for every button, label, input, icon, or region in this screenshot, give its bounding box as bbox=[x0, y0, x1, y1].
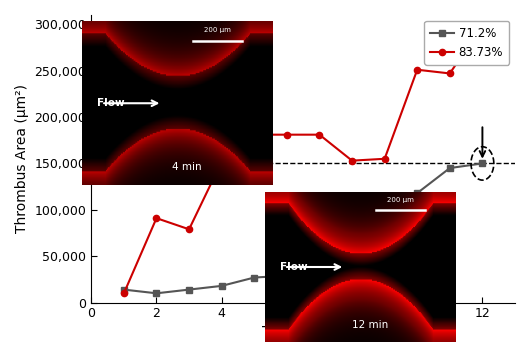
83.73% bbox=[316, 132, 323, 137]
83.73% bbox=[447, 71, 453, 75]
71.2% bbox=[251, 276, 258, 280]
X-axis label: Time (min): Time (min) bbox=[262, 326, 344, 341]
71.2% bbox=[153, 291, 160, 295]
Text: Flow: Flow bbox=[98, 98, 125, 108]
83.73% bbox=[349, 158, 355, 163]
71.2% bbox=[121, 287, 127, 292]
83.73% bbox=[251, 132, 258, 137]
83.73% bbox=[414, 68, 420, 72]
83.73% bbox=[153, 216, 160, 220]
71.2% bbox=[218, 284, 225, 288]
83.73% bbox=[121, 291, 127, 295]
Line: 71.2%: 71.2% bbox=[121, 160, 485, 297]
71.2% bbox=[284, 273, 290, 278]
83.73% bbox=[479, 23, 485, 27]
Text: Flow: Flow bbox=[280, 262, 308, 272]
Y-axis label: Thrombus Area (μm²): Thrombus Area (μm²) bbox=[15, 84, 29, 233]
Text: 4 min: 4 min bbox=[172, 162, 202, 172]
83.73% bbox=[382, 157, 388, 161]
71.2% bbox=[349, 271, 355, 275]
Legend: 71.2%, 83.73%: 71.2%, 83.73% bbox=[425, 21, 509, 64]
83.73% bbox=[284, 132, 290, 137]
Text: 200 μm: 200 μm bbox=[204, 27, 231, 33]
71.2% bbox=[382, 218, 388, 222]
Text: 12 min: 12 min bbox=[352, 320, 388, 330]
71.2% bbox=[186, 287, 192, 292]
83.73% bbox=[186, 227, 192, 231]
71.2% bbox=[414, 191, 420, 195]
83.73% bbox=[218, 159, 225, 164]
Text: 200 μm: 200 μm bbox=[387, 197, 414, 203]
71.2% bbox=[316, 272, 323, 276]
Line: 83.73%: 83.73% bbox=[121, 22, 485, 297]
71.2% bbox=[479, 161, 485, 166]
71.2% bbox=[447, 166, 453, 170]
